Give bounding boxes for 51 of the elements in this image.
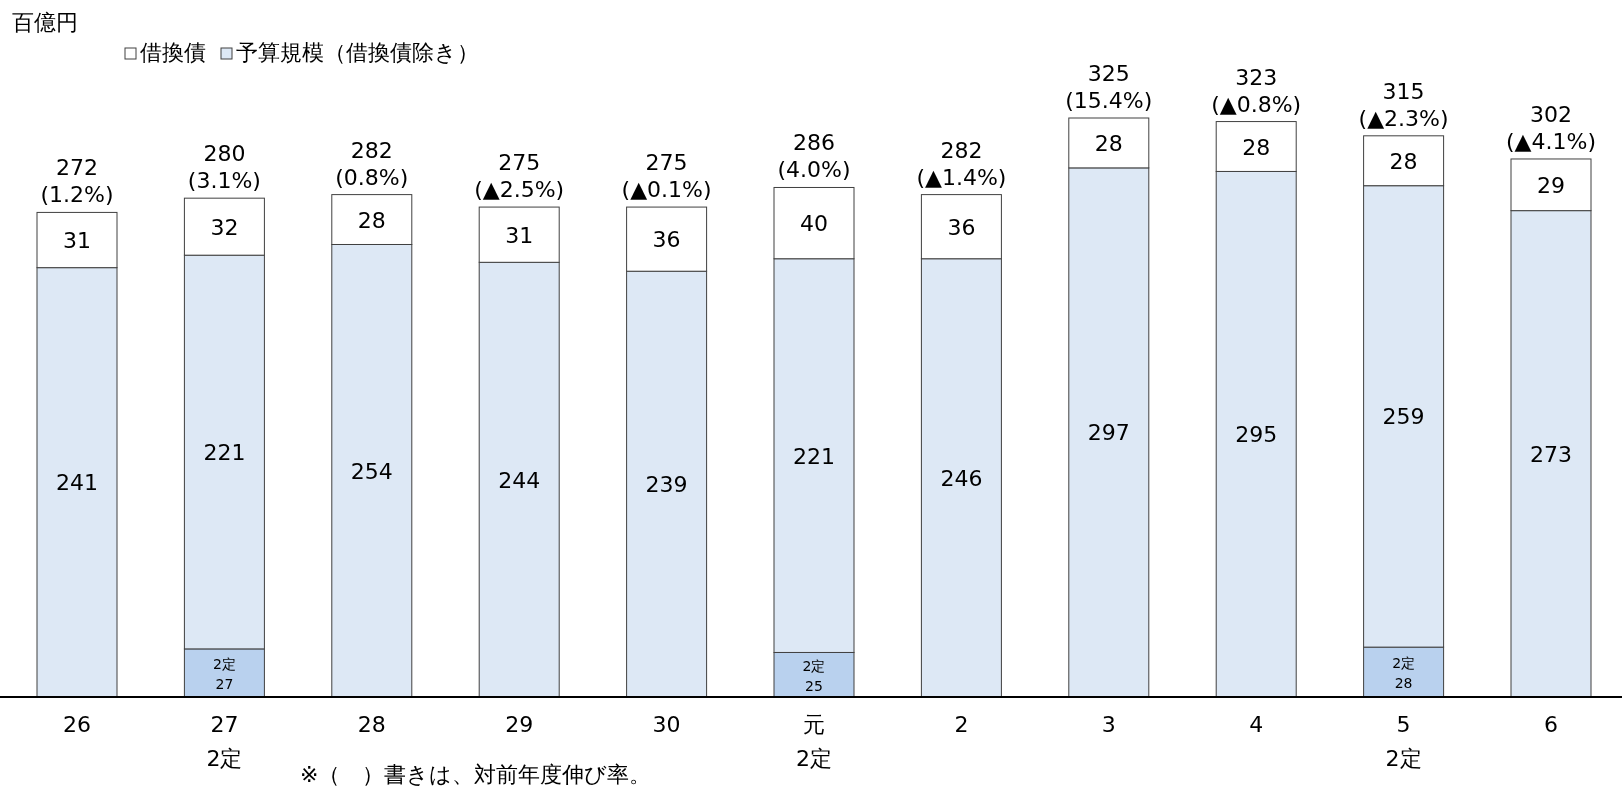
data-label: 29 xyxy=(1537,172,1565,198)
total-label: 275 (▲2.5%) xyxy=(474,150,565,203)
total-label: 315 (▲2.3%) xyxy=(1358,78,1449,131)
x-tick-label: 29 xyxy=(505,712,534,737)
data-label: 28 xyxy=(1094,130,1123,156)
data-label: 221 xyxy=(793,443,835,469)
x-tick-label: 2 xyxy=(954,712,969,737)
total-label: 286 (4.0%) xyxy=(777,130,851,183)
data-label: 297 xyxy=(1087,420,1130,446)
x-tick-label: 5 2定 xyxy=(1385,712,1422,771)
data-label: 36 xyxy=(652,227,681,253)
data-label: 36 xyxy=(947,214,976,240)
x-tick-label: 27 2定 xyxy=(206,712,243,771)
data-label: 28 xyxy=(357,207,386,233)
total-label: 275 (▲0.1%) xyxy=(621,150,712,203)
y-axis-title: 百億円 xyxy=(12,10,78,35)
x-tick-label: 28 xyxy=(357,712,386,737)
total-label: 280 (3.1%) xyxy=(187,141,261,194)
total-label: 325 (15.4%) xyxy=(1065,61,1153,113)
x-tick-label: 元 2定 xyxy=(796,712,832,771)
total-label: 272 (1.2%) xyxy=(40,155,114,208)
data-label: 295 xyxy=(1235,422,1278,448)
data-label: 254 xyxy=(350,458,393,484)
data-label: 244 xyxy=(498,467,541,493)
data-label: 32 xyxy=(210,214,239,240)
legend-label: 予算規模（借換債除き） xyxy=(236,40,479,65)
data-label: 259 xyxy=(1382,404,1425,430)
data-label: 28 xyxy=(1389,148,1418,174)
data-label: 2定 28 xyxy=(1392,655,1416,692)
data-label: 273 xyxy=(1530,441,1572,467)
data-label: 31 xyxy=(505,222,534,248)
data-label: 31 xyxy=(63,228,91,254)
text: ※（ ）書きは、対前年度伸び率。 xyxy=(300,762,652,787)
x-tick-label: 4 xyxy=(1249,712,1264,737)
data-label: 241 xyxy=(56,470,98,496)
data-label: 221 xyxy=(203,440,246,466)
data-label: 28 xyxy=(1242,134,1271,160)
data-label: 40 xyxy=(800,211,828,237)
data-label: 2定 25 xyxy=(802,657,826,694)
data-label: 246 xyxy=(940,465,983,491)
legend-label: 借換債 xyxy=(140,40,206,65)
x-tick-label: 3 xyxy=(1101,712,1116,737)
total-label: 302 (▲4.1%) xyxy=(1506,101,1596,154)
total-label: 282 (▲1.4%) xyxy=(916,137,1007,190)
x-tick-label: 26 xyxy=(63,712,91,737)
data-label: 2定 27 xyxy=(212,655,236,692)
data-label: 239 xyxy=(645,472,688,498)
total-label: 323 (▲0.8%) xyxy=(1211,64,1302,117)
total-label: 282 (0.8%) xyxy=(335,137,409,190)
x-tick-label: 30 xyxy=(652,712,681,737)
x-tick-label: 6 xyxy=(1544,712,1558,737)
